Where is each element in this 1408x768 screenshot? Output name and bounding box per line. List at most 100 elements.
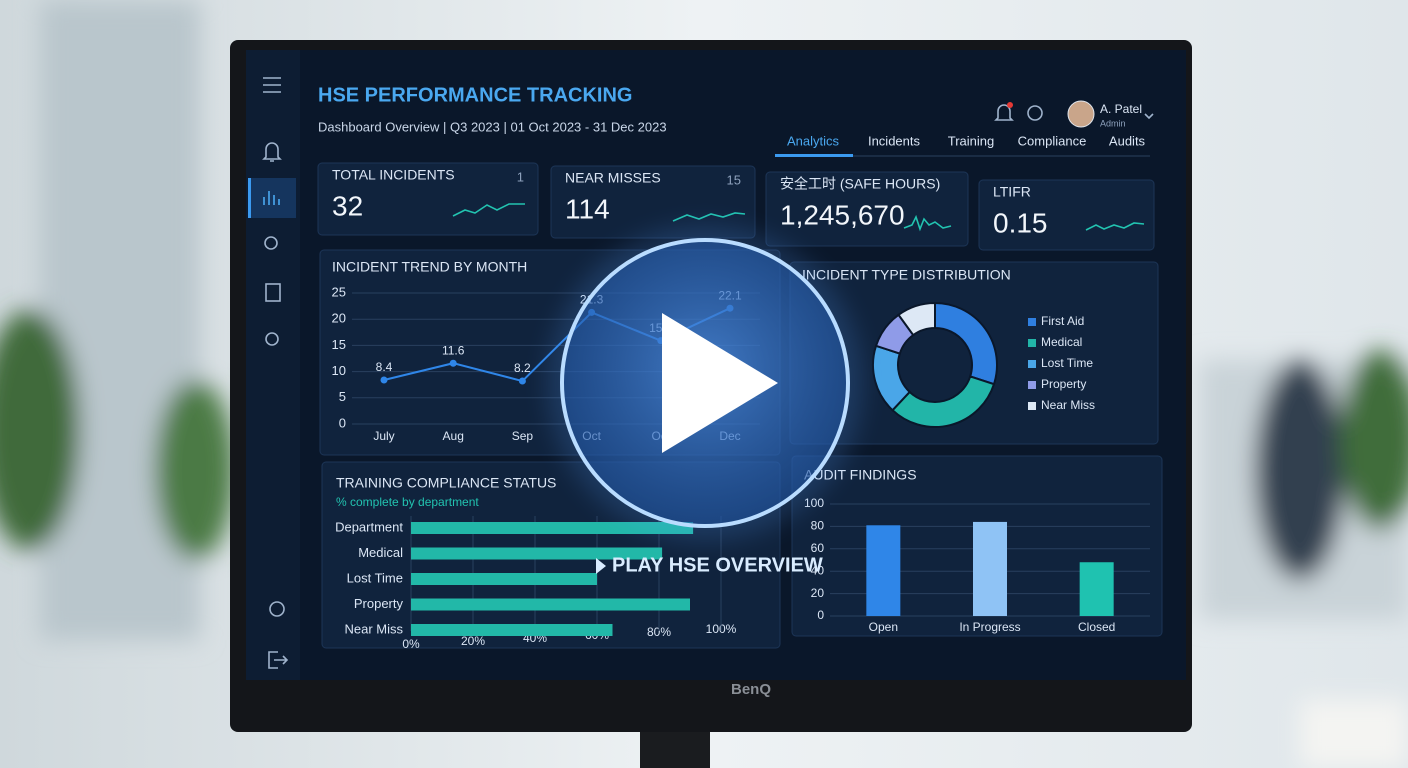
y-tick-label: Property <box>354 596 404 611</box>
kpi-card <box>765 171 969 247</box>
y-tick-label: 0 <box>339 415 346 430</box>
chart-title: INCIDENT TYPE DISTRIBUTION <box>802 267 1011 283</box>
analytics-icon[interactable] <box>263 191 280 205</box>
settings-nav-icon[interactable] <box>264 236 278 250</box>
y-tick-label: 25 <box>332 284 346 299</box>
data-label: 11.6 <box>442 343 465 357</box>
y-tick-label: Medical <box>358 545 403 560</box>
y-tick-label: 10 <box>332 363 346 378</box>
tab[interactable]: Audits <box>1109 133 1146 148</box>
y-tick-label: 40 <box>811 563 825 577</box>
bar <box>411 573 597 585</box>
chart-subtitle: % complete by department <box>336 495 479 509</box>
bell-icon[interactable] <box>262 142 282 162</box>
avatar[interactable] <box>1067 100 1095 128</box>
report-icon[interactable] <box>265 283 281 302</box>
kpi-value: 114 <box>565 193 610 224</box>
user-menu-caret[interactable] <box>1144 113 1154 120</box>
sparkline <box>1085 222 1145 231</box>
settings-icon[interactable] <box>1027 105 1043 121</box>
sidebar-icons[interactable] <box>248 77 296 669</box>
x-tick-label: Closed <box>1078 620 1115 634</box>
legend-label: Medical <box>1041 335 1082 349</box>
bar <box>411 598 690 611</box>
data-label: 8.2 <box>514 361 531 375</box>
data-point <box>518 377 526 385</box>
active-nav-marker <box>248 178 251 218</box>
user-role: Admin <box>1100 118 1126 128</box>
play-icon[interactable] <box>662 313 778 453</box>
play-label-icon <box>596 558 606 574</box>
bar <box>411 624 613 636</box>
menu-icon[interactable] <box>263 77 281 93</box>
logout-icon[interactable] <box>268 651 289 669</box>
data-label: 8.4 <box>376 360 393 374</box>
play-overlay[interactable]: PLAY HSE OVERVIEW <box>547 225 863 576</box>
y-tick-label: 60 <box>811 541 825 555</box>
tab[interactable]: Analytics <box>787 133 840 148</box>
active-nav[interactable] <box>248 178 296 218</box>
play-label[interactable]: PLAY HSE OVERVIEW <box>612 554 823 576</box>
x-tick-label: Open <box>869 620 898 634</box>
kpi-card <box>317 162 539 236</box>
kpi-badge: 1 <box>517 169 524 184</box>
kpi-value: 32 <box>332 190 363 221</box>
kpi-label: TOTAL INCIDENTS <box>332 167 455 183</box>
legend-label: Property <box>1041 377 1086 391</box>
sparkline <box>903 214 952 232</box>
x-tick-label: Sep <box>512 429 534 443</box>
tab[interactable]: Compliance <box>1018 133 1087 148</box>
bar <box>411 522 694 534</box>
tab[interactable]: Training <box>948 133 994 148</box>
x-tick-label: 0% <box>402 637 420 651</box>
kpi-label: 安全工时 (SAFE HOURS) <box>780 176 940 192</box>
y-tick-label: 20 <box>332 311 346 326</box>
notification-dot <box>1007 102 1013 108</box>
x-tick-label: 80% <box>647 625 671 639</box>
sidebar <box>246 50 300 680</box>
y-tick-label: Department <box>335 519 403 534</box>
chart-title: TRAINING COMPLIANCE STATUS <box>336 475 556 491</box>
donut-segment <box>897 301 936 337</box>
kpi-value: 1,245,670 <box>780 199 905 230</box>
search-icon[interactable] <box>265 332 279 346</box>
data-point <box>449 359 457 367</box>
kpi-card <box>978 179 1155 251</box>
legend-swatch <box>1028 339 1036 347</box>
y-tick-label: 0 <box>817 608 824 622</box>
bar <box>866 525 901 616</box>
y-tick-label: Lost Time <box>347 570 403 585</box>
kpi-value: 0.15 <box>993 207 1048 238</box>
bar <box>411 547 663 560</box>
legend-label: Near Miss <box>1041 398 1095 412</box>
legend-swatch <box>1028 360 1036 368</box>
tabs: Analytics Incidents Training Compliance Audi… <box>775 133 1146 157</box>
y-tick-label: Near Miss <box>344 621 403 636</box>
sparkline <box>672 212 746 222</box>
kpi-badge: 15 <box>727 172 741 187</box>
user-name[interactable]: A. Patel <box>1100 102 1142 116</box>
legend-swatch <box>1028 402 1036 410</box>
dashboard-subtitle: Dashboard Overview | Q3 2023 | 01 Oct 20… <box>318 119 667 134</box>
active-tab-underline <box>775 154 853 157</box>
y-tick-label: 15 <box>332 337 346 352</box>
dashboard-title: HSE PERFORMANCE TRACKING <box>318 84 632 106</box>
sparkline <box>452 203 525 217</box>
notification-icon[interactable] <box>994 104 1014 121</box>
x-tick-label: Aug <box>443 429 464 443</box>
data-point <box>380 376 388 384</box>
y-tick-label: 5 <box>339 389 346 404</box>
y-tick-label: 20 <box>811 586 825 600</box>
gear-icon[interactable] <box>269 601 285 617</box>
x-tick-label: 20% <box>461 634 485 648</box>
kpi-label: LTIFR <box>993 184 1031 200</box>
tab[interactable]: Incidents <box>868 133 921 148</box>
bar <box>973 521 1007 616</box>
legend-swatch <box>1028 318 1036 326</box>
brand: BenQ <box>731 681 771 698</box>
chart-title: INCIDENT TREND BY MONTH <box>332 259 527 275</box>
kpi-label: NEAR MISSES <box>565 170 661 186</box>
x-tick-label: July <box>373 429 394 443</box>
